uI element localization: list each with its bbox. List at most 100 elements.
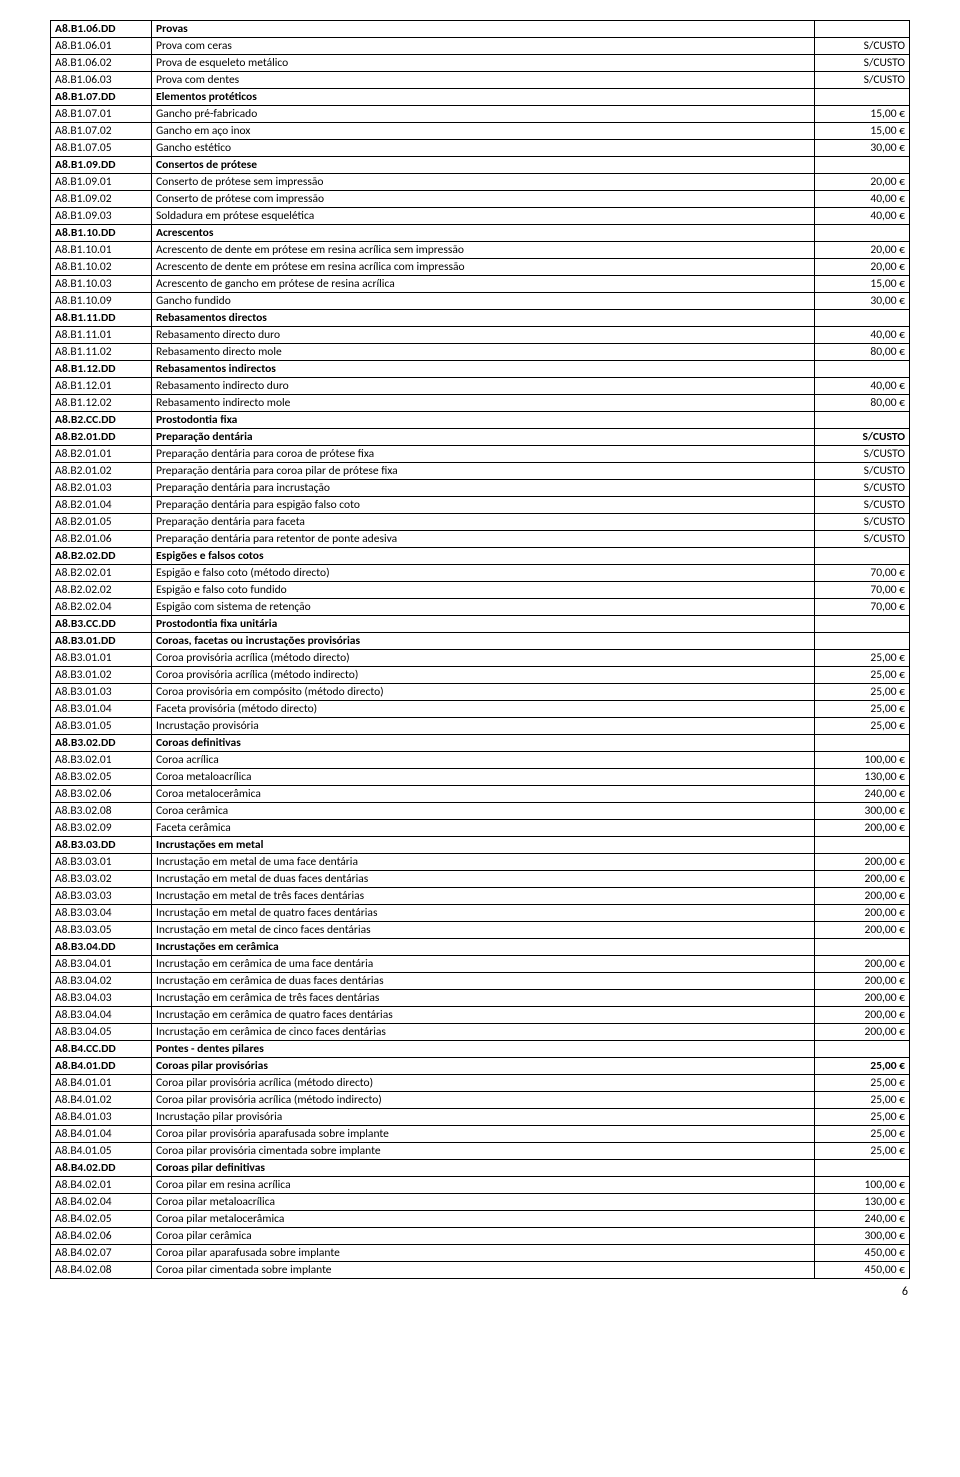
table-row: A8.B1.07.02Gancho em aço inox15,00 € [51, 123, 910, 140]
desc-cell: Incrustações em cerâmica [152, 939, 815, 956]
desc-cell: Incrustação pilar provisória [152, 1109, 815, 1126]
desc-cell: Coroa pilar provisória acrílica (método … [152, 1075, 815, 1092]
table-row: A8.B2.01.DDPreparação dentáriaS/CUSTO [51, 429, 910, 446]
desc-cell: Incrustação em metal de duas faces dentá… [152, 871, 815, 888]
code-cell: A8.B1.10.03 [51, 276, 152, 293]
price-cell: 25,00 € [815, 1058, 910, 1075]
price-cell: S/CUSTO [815, 497, 910, 514]
table-row: A8.B4.01.04Coroa pilar provisória aparaf… [51, 1126, 910, 1143]
desc-cell: Coroa metalocerâmica [152, 786, 815, 803]
desc-cell: Incrustação provisória [152, 718, 815, 735]
page-container: A8.B1.06.DDProvasA8.B1.06.01Prova com ce… [0, 0, 960, 1319]
table-row: A8.B1.06.03Prova com dentesS/CUSTO [51, 72, 910, 89]
desc-cell: Incrustação em metal de quatro faces den… [152, 905, 815, 922]
table-row: A8.B1.10.02Acrescento de dente em prótes… [51, 259, 910, 276]
table-row: A8.B1.10.01Acrescento de dente em prótes… [51, 242, 910, 259]
desc-cell: Coroa pilar metaloacrílica [152, 1194, 815, 1211]
desc-cell: Preparação dentária para espigão falso c… [152, 497, 815, 514]
desc-cell: Gancho estético [152, 140, 815, 157]
table-row: A8.B4.01.DDCoroas pilar provisórias25,00… [51, 1058, 910, 1075]
table-row: A8.B2.01.01Preparação dentária para coro… [51, 446, 910, 463]
code-cell: A8.B3.01.DD [51, 633, 152, 650]
price-cell: S/CUSTO [815, 429, 910, 446]
table-row: A8.B4.01.03Incrustação pilar provisória2… [51, 1109, 910, 1126]
price-cell: 240,00 € [815, 1211, 910, 1228]
table-row: A8.B1.11.02Rebasamento directo mole80,00… [51, 344, 910, 361]
price-cell: S/CUSTO [815, 480, 910, 497]
price-cell: 100,00 € [815, 752, 910, 769]
code-cell: A8.B3.04.01 [51, 956, 152, 973]
code-cell: A8.B2.02.DD [51, 548, 152, 565]
code-cell: A8.B1.12.DD [51, 361, 152, 378]
desc-cell: Espigão e falso coto (método directo) [152, 565, 815, 582]
price-cell: 240,00 € [815, 786, 910, 803]
table-row: A8.B4.CC.DDPontes - dentes pilares [51, 1041, 910, 1058]
table-row: A8.B3.03.01Incrustação em metal de uma f… [51, 854, 910, 871]
price-cell: 200,00 € [815, 1007, 910, 1024]
desc-cell: Elementos protéticos [152, 89, 815, 106]
code-cell: A8.B3.01.05 [51, 718, 152, 735]
price-cell: 25,00 € [815, 684, 910, 701]
code-cell: A8.B3.04.03 [51, 990, 152, 1007]
desc-cell: Coroa pilar em resina acrílica [152, 1177, 815, 1194]
desc-cell: Acrescento de gancho em prótese de resin… [152, 276, 815, 293]
desc-cell: Acrescento de dente em prótese em resina… [152, 242, 815, 259]
desc-cell: Rebasamento directo duro [152, 327, 815, 344]
price-cell: 200,00 € [815, 922, 910, 939]
table-row: A8.B4.01.01Coroa pilar provisória acríli… [51, 1075, 910, 1092]
desc-cell: Provas [152, 21, 815, 38]
desc-cell: Prova de esqueleto metálico [152, 55, 815, 72]
desc-cell: Coroa pilar cimentada sobre implante [152, 1262, 815, 1279]
table-row: A8.B1.09.03Soldadura em prótese esquelét… [51, 208, 910, 225]
desc-cell: Coroa provisória acrílica (método indire… [152, 667, 815, 684]
code-cell: A8.B3.04.04 [51, 1007, 152, 1024]
code-cell: A8.B1.06.DD [51, 21, 152, 38]
desc-cell: Preparação dentária [152, 429, 815, 446]
price-cell: 450,00 € [815, 1245, 910, 1262]
desc-cell: Coroa provisória acrílica (método direct… [152, 650, 815, 667]
desc-cell: Coroas definitivas [152, 735, 815, 752]
price-cell: 200,00 € [815, 905, 910, 922]
price-cell [815, 1041, 910, 1058]
table-row: A8.B1.07.DDElementos protéticos [51, 89, 910, 106]
price-cell: 200,00 € [815, 973, 910, 990]
desc-cell: Preparação dentária para retentor de pon… [152, 531, 815, 548]
table-row: A8.B2.02.04Espigão com sistema de retenç… [51, 599, 910, 616]
price-cell: 40,00 € [815, 191, 910, 208]
code-cell: A8.B4.01.04 [51, 1126, 152, 1143]
code-cell: A8.B4.02.07 [51, 1245, 152, 1262]
code-cell: A8.B3.03.01 [51, 854, 152, 871]
code-cell: A8.B1.09.01 [51, 174, 152, 191]
code-cell: A8.B2.01.02 [51, 463, 152, 480]
price-cell: 130,00 € [815, 769, 910, 786]
price-cell: 200,00 € [815, 871, 910, 888]
code-cell: A8.B3.01.02 [51, 667, 152, 684]
desc-cell: Incrustação em cerâmica de três faces de… [152, 990, 815, 1007]
price-cell: S/CUSTO [815, 72, 910, 89]
code-cell: A8.B1.07.02 [51, 123, 152, 140]
price-cell: 80,00 € [815, 344, 910, 361]
code-cell: A8.B1.07.01 [51, 106, 152, 123]
desc-cell: Gancho fundido [152, 293, 815, 310]
code-cell: A8.B3.02.09 [51, 820, 152, 837]
price-cell: 15,00 € [815, 123, 910, 140]
code-cell: A8.B3.03.04 [51, 905, 152, 922]
code-cell: A8.B4.01.02 [51, 1092, 152, 1109]
desc-cell: Coroa provisória em compósito (método di… [152, 684, 815, 701]
price-cell: 200,00 € [815, 956, 910, 973]
code-cell: A8.B1.06.02 [51, 55, 152, 72]
code-cell: A8.B2.01.03 [51, 480, 152, 497]
price-cell [815, 157, 910, 174]
code-cell: A8.B4.02.08 [51, 1262, 152, 1279]
code-cell: A8.B3.CC.DD [51, 616, 152, 633]
table-row: A8.B2.01.04Preparação dentária para espi… [51, 497, 910, 514]
desc-cell: Faceta cerâmica [152, 820, 815, 837]
desc-cell: Conserto de prótese com impressão [152, 191, 815, 208]
price-cell: 25,00 € [815, 650, 910, 667]
price-cell: S/CUSTO [815, 38, 910, 55]
price-cell [815, 1160, 910, 1177]
table-row: A8.B1.06.01Prova com cerasS/CUSTO [51, 38, 910, 55]
code-cell: A8.B3.04.02 [51, 973, 152, 990]
desc-cell: Gancho em aço inox [152, 123, 815, 140]
code-cell: A8.B1.07.05 [51, 140, 152, 157]
